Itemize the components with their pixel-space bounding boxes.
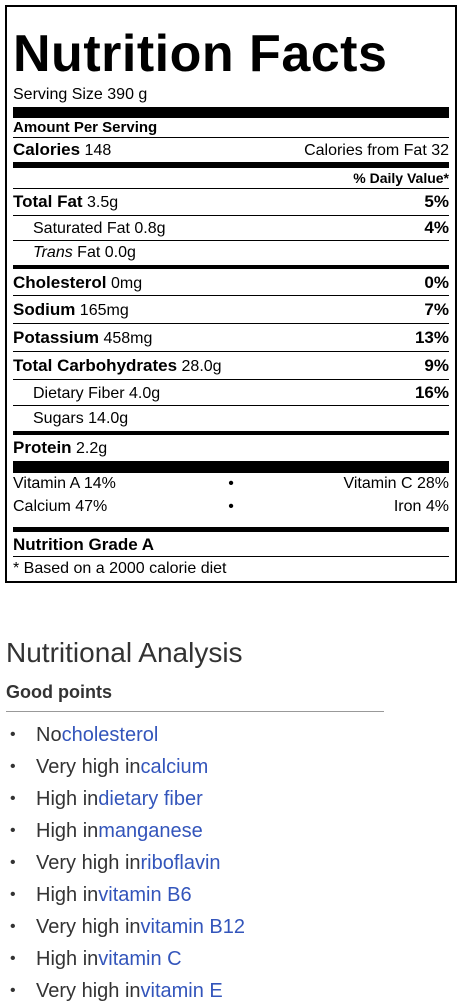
bullet-separator: • <box>228 475 234 492</box>
bullet: • <box>10 726 16 743</box>
list-item: • High in vitamin C <box>6 943 245 975</box>
total-fat-label: Total Fat <box>13 192 83 211</box>
sodium-pct: 7% <box>424 300 449 319</box>
vitamins-row-2: Calcium 47% • Iron 4% <box>13 495 449 519</box>
sodium-row: Sodium 165mg 7% <box>13 296 449 323</box>
nutrient-link[interactable]: manganese <box>98 819 203 842</box>
daily-value-header-row: % Daily Value* <box>13 168 449 188</box>
bullet: • <box>10 790 16 807</box>
cholesterol-label: Cholesterol <box>13 273 107 292</box>
dietary-fiber-pct: 16% <box>414 383 449 402</box>
nutrition-facts-title: Nutrition Facts <box>13 25 388 83</box>
list-item: • Very high in calcium <box>6 751 245 783</box>
nutrient-link[interactable]: vitamin B6 <box>98 883 192 906</box>
list-item: • High in dietary fiber <box>6 783 245 815</box>
calories-label: Calories <box>13 140 81 159</box>
nutrition-facts-label: Nutrition Facts Serving Size 390 g Amoun… <box>5 5 457 583</box>
potassium-row: Potassium 458mg 13% <box>13 324 449 351</box>
cholesterol-value: 0mg <box>110 275 143 292</box>
vitamin-a: Vitamin A 14% <box>13 475 116 492</box>
list-item: • Very high in riboflavin <box>6 847 245 879</box>
potassium-value: 458mg <box>103 330 153 347</box>
bullet: • <box>10 758 16 775</box>
saturated-fat-pct: 4% <box>424 218 449 237</box>
thick-divider <box>13 107 449 118</box>
list-item: • High in manganese <box>6 815 245 847</box>
good-points-heading: Good points <box>6 682 384 712</box>
protein-value: 2.2g <box>76 440 108 457</box>
sodium-label: Sodium <box>13 300 76 319</box>
nutrient-link[interactable]: vitamin C <box>98 947 182 970</box>
potassium-pct: 13% <box>414 328 449 347</box>
sodium-value: 165mg <box>79 302 129 319</box>
vitamin-c: Vitamin C 28% <box>343 475 449 492</box>
daily-value-header: % Daily Value* <box>353 170 449 186</box>
bullet: • <box>10 918 16 935</box>
list-item: • High in vitamin B6 <box>6 879 245 911</box>
trans-fat-rest: Fat 0.0g <box>72 244 136 261</box>
dietary-fiber-label: Dietary Fiber 4.0g <box>33 385 161 402</box>
carbohydrates-pct: 9% <box>424 356 449 375</box>
cholesterol-row: Cholesterol 0mg 0% <box>13 269 449 295</box>
total-fat-row: Total Fat 3.5g 5% <box>13 189 449 215</box>
cholesterol-pct: 0% <box>424 273 449 292</box>
nutrient-link[interactable]: vitamin E <box>140 979 223 1002</box>
total-fat-pct: 5% <box>424 192 449 211</box>
carbohydrates-value: 28.0g <box>181 358 222 375</box>
calories-value: 148 <box>84 142 112 159</box>
list-item: • Very high in vitamin B12 <box>6 911 245 943</box>
nutrition-grade: Nutrition Grade A <box>13 535 155 554</box>
carbohydrates-row: Total Carbohydrates 28.0g 9% <box>13 352 449 379</box>
bullet: • <box>10 822 16 839</box>
amount-per-serving: Amount Per Serving <box>13 119 158 136</box>
nutrient-link[interactable]: calcium <box>140 755 209 778</box>
sugars-row: Sugars 14.0g <box>13 406 449 431</box>
trans-fat-row: Trans Fat 0.0g <box>13 241 449 265</box>
nutrient-link[interactable]: riboflavin <box>140 851 221 874</box>
bullet-separator: • <box>228 498 234 515</box>
nutritional-analysis-title: Nutritional Analysis <box>6 637 243 668</box>
carbohydrates-label: Total Carbohydrates <box>13 356 178 375</box>
dietary-fiber-row: Dietary Fiber 4.0g 16% <box>13 380 449 405</box>
protein-label: Protein <box>13 438 72 457</box>
calories-from-fat: Calories from Fat 32 <box>304 142 449 159</box>
bullet: • <box>10 886 16 903</box>
bullet: • <box>10 854 16 871</box>
calcium: Calcium 47% <box>13 498 108 515</box>
vitamins-row-1: Vitamin A 14% • Vitamin C 28% <box>13 473 449 495</box>
serving-size: Serving Size 390 g <box>13 86 148 103</box>
saturated-fat-row: Saturated Fat 0.8g 4% <box>13 216 449 240</box>
protein-row: Protein 2.2g <box>13 435 449 461</box>
nutrient-link[interactable]: dietary fiber <box>98 787 203 810</box>
saturated-fat-label: Saturated Fat 0.8g <box>33 220 166 237</box>
potassium-label: Potassium <box>13 328 99 347</box>
list-item: • Very high in vitamin E <box>6 975 245 1007</box>
nutrient-link[interactable]: cholesterol <box>61 723 159 746</box>
bullet: • <box>10 950 16 967</box>
list-item: • No cholesterol <box>6 719 245 751</box>
good-points-list: • No cholesterol • Very high in calcium • H… <box>6 719 245 1007</box>
sugars-label: Sugars 14.0g <box>33 410 129 427</box>
total-fat-value: 3.5g <box>87 194 119 211</box>
bullet: • <box>10 982 16 999</box>
iron: Iron 4% <box>393 498 449 515</box>
nutrient-link[interactable]: vitamin B12 <box>140 915 246 938</box>
calories-row: Calories 148 Calories from Fat 32 <box>13 138 449 162</box>
footnote: * Based on a 2000 calorie diet <box>13 560 227 577</box>
trans-fat-italic: Trans <box>33 244 73 261</box>
